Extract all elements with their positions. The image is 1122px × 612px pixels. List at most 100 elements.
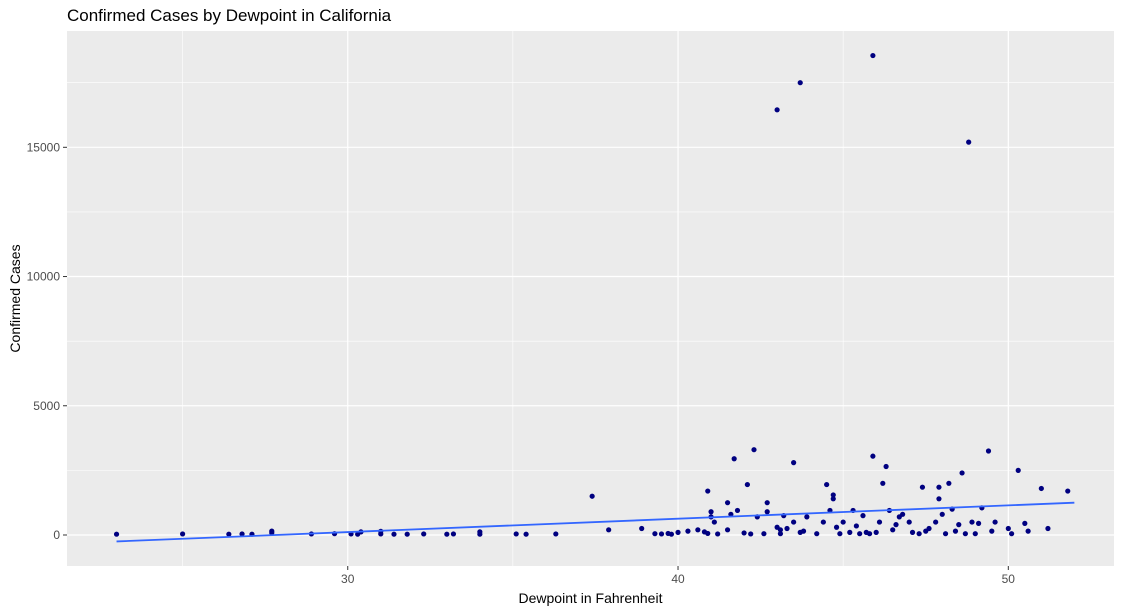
data-point (606, 527, 612, 533)
data-point (814, 531, 820, 537)
data-point (784, 525, 790, 532)
data-point (1038, 485, 1044, 492)
data-point (830, 492, 836, 498)
data-point (933, 519, 939, 525)
axis-ticks: 30 40 50 0 5000 10000 15000 (27, 140, 1016, 586)
trend-line (116, 501, 1075, 543)
data-point (658, 531, 665, 537)
data-point (477, 529, 483, 535)
data-point (800, 528, 807, 534)
data-point (589, 493, 595, 499)
data-point (939, 511, 945, 517)
data-point (523, 531, 529, 537)
data-point (876, 519, 883, 525)
data-point (857, 531, 863, 537)
y-tick-label: 5000 (33, 399, 60, 413)
x-tick-label: 40 (671, 572, 685, 586)
data-point (113, 531, 120, 537)
data-point (820, 519, 826, 525)
data-point (774, 107, 780, 113)
data-point (890, 527, 896, 533)
data-point (450, 531, 457, 537)
data-point (724, 500, 731, 506)
data-point (804, 514, 810, 520)
data-point (724, 527, 731, 533)
data-point (909, 529, 916, 536)
data-point (705, 488, 711, 494)
data-point (668, 531, 675, 537)
data-point (777, 527, 784, 533)
data-point (942, 531, 949, 537)
chart-title: Confirmed Cases by Dewpoint in Californi… (67, 6, 392, 25)
data-point (685, 528, 691, 534)
data-point (837, 531, 843, 537)
x-axis-label: Dewpoint in Fahrenheit (519, 590, 663, 606)
data-point (797, 80, 803, 86)
data-point (1045, 525, 1051, 532)
data-point (833, 524, 840, 530)
data-point (975, 520, 982, 526)
data-point (840, 519, 846, 525)
data-point (705, 530, 711, 537)
data-point (956, 522, 962, 528)
plot-panel (67, 31, 1114, 566)
data-point (513, 531, 519, 537)
data-point (916, 531, 922, 537)
data-point (734, 507, 741, 514)
data-point (269, 528, 275, 534)
data-point (946, 480, 952, 486)
data-point (866, 531, 873, 537)
data-point (880, 480, 886, 486)
data-point (972, 531, 978, 537)
data-point (731, 456, 737, 462)
data-point (761, 531, 767, 537)
data-point (695, 527, 701, 533)
data-point (906, 519, 912, 525)
data-point (741, 530, 747, 536)
data-point (553, 531, 559, 537)
y-tick-label: 15000 (27, 140, 61, 154)
data-point (926, 525, 932, 532)
data-point (969, 519, 975, 525)
major-gridlines (67, 31, 1114, 566)
data-point (791, 460, 797, 466)
data-point (966, 139, 972, 145)
data-point (893, 522, 899, 528)
data-point (870, 453, 876, 459)
data-point (791, 519, 797, 525)
data-point (744, 481, 750, 488)
x-tick-label: 50 (1002, 572, 1016, 586)
data-point (985, 448, 992, 454)
data-points (113, 52, 1071, 537)
data-point (708, 509, 714, 515)
data-point (652, 531, 658, 537)
data-point (404, 531, 410, 537)
data-point (1005, 525, 1011, 532)
x-tick-label: 30 (341, 572, 355, 586)
data-point (748, 531, 754, 537)
data-point (751, 447, 757, 453)
data-point (444, 531, 450, 537)
data-point (391, 531, 397, 537)
data-point (847, 529, 853, 536)
data-point (989, 528, 995, 534)
data-point (824, 481, 830, 488)
data-point (1065, 488, 1071, 494)
data-point (639, 525, 645, 532)
data-point (675, 529, 681, 536)
data-point (764, 509, 770, 515)
y-tick-label: 0 (53, 528, 60, 542)
data-point (1015, 467, 1021, 473)
data-point (421, 531, 427, 537)
data-point (764, 500, 770, 506)
data-point (1009, 531, 1015, 537)
data-point (936, 496, 942, 502)
data-point (226, 531, 232, 537)
data-point (777, 531, 784, 537)
data-point (860, 513, 866, 519)
data-point (936, 484, 942, 490)
data-point (853, 523, 859, 529)
data-point (728, 511, 734, 517)
data-point (962, 531, 968, 537)
